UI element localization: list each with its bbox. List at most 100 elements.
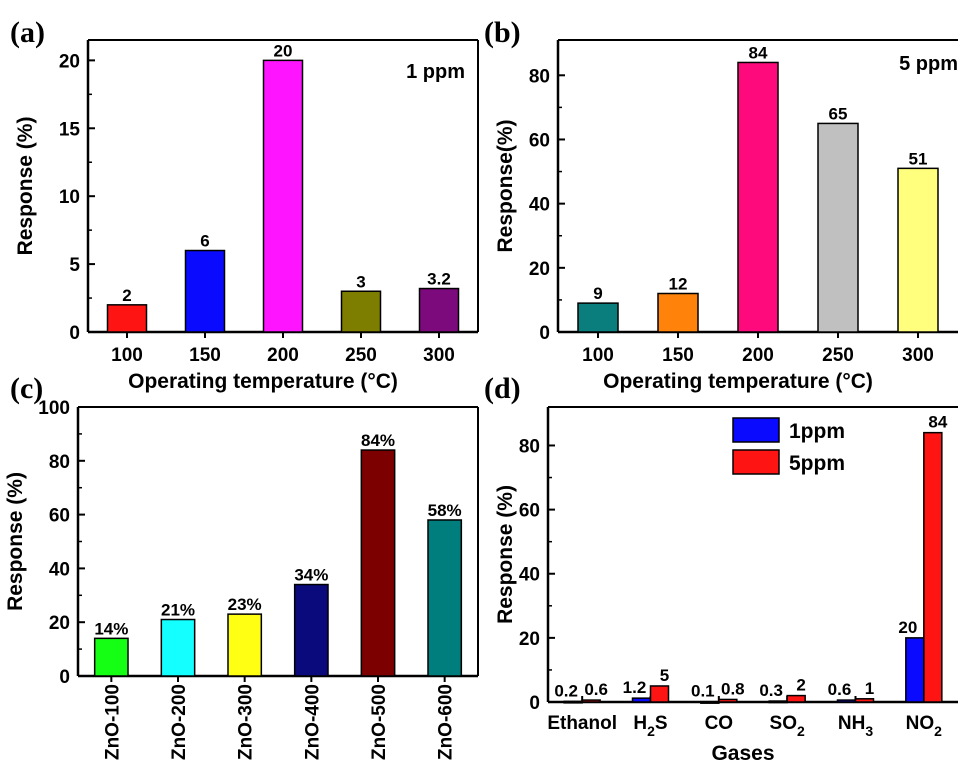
y-axis-label: Response(%) — [494, 119, 517, 252]
bar-1 — [657, 292, 699, 333]
bar-4 — [897, 167, 939, 333]
data-label: 23% — [228, 595, 262, 614]
data-label: 84 — [749, 43, 768, 62]
data-label: 14% — [94, 619, 128, 638]
legend-label: 1ppm — [789, 420, 845, 443]
data-label: 51 — [909, 149, 928, 168]
bar-1 — [184, 249, 226, 333]
y-tick-label: 20 — [59, 51, 80, 72]
x-tick-label: 100 — [582, 345, 614, 366]
concentration-annotation: 5 ppm — [899, 53, 958, 75]
bar-1ppm-1 — [631, 697, 652, 703]
data-label: 65 — [829, 104, 848, 123]
data-label: 0.6 — [828, 680, 852, 699]
y-tick-label: 60 — [529, 130, 550, 151]
bar-4 — [418, 287, 460, 333]
bar-2 — [262, 59, 304, 333]
bar-5ppm-4 — [854, 698, 875, 703]
data-label: 0.1 — [691, 682, 715, 701]
panel-d: (d) 0 20 40 60 80 Response (%) 0.2 0.6 Ethanol 1.2… — [484, 372, 958, 765]
concentration-annotation: 1 ppm — [406, 61, 465, 83]
y-tick-label: 40 — [519, 565, 540, 586]
data-label: 0.8 — [721, 679, 745, 698]
x-tick-label: 150 — [662, 345, 694, 366]
y-tick-label: 0 — [529, 693, 540, 714]
y-tick-label: 100 — [38, 398, 70, 419]
y-tick-label: 20 — [519, 629, 540, 650]
y-axis-label: Response (%) — [494, 485, 517, 624]
bar-1ppm-2 — [700, 700, 720, 704]
data-label: 9 — [593, 284, 602, 303]
x-axis-label: Operating temperature (°C) — [603, 370, 873, 393]
bar-3 — [293, 583, 329, 677]
y-tick-label: 80 — [49, 452, 70, 473]
panel-letter: (c) — [10, 372, 43, 405]
data-label: 5 — [660, 666, 669, 685]
y-tick-label: 20 — [49, 613, 70, 634]
data-label: 21% — [161, 601, 195, 620]
panel-letter: (a) — [10, 16, 45, 49]
x-tick-label: 250 — [345, 345, 377, 366]
x-tick-label: NH3 — [838, 713, 873, 739]
bar-4 — [360, 449, 396, 677]
y-axis-label: Response (%) — [14, 117, 37, 256]
bar-2 — [227, 613, 263, 677]
x-tick-label: 250 — [822, 345, 854, 366]
bar-5ppm-5 — [923, 431, 943, 703]
y-tick-label: 80 — [529, 66, 550, 87]
data-label: 0.6 — [584, 680, 608, 699]
bar-1ppm-3 — [768, 700, 788, 704]
x-tick-label: ZnO-100 — [102, 684, 123, 760]
x-tick-label: 300 — [902, 345, 934, 366]
y-tick-label: 40 — [49, 559, 70, 580]
data-label: 34% — [294, 566, 328, 585]
data-label: 84% — [361, 431, 395, 450]
data-label: 3 — [356, 272, 365, 291]
bar-5ppm-1 — [649, 685, 670, 703]
bar-1 — [160, 618, 196, 677]
x-tick-label: CO — [705, 713, 734, 734]
data-label: 0.2 — [554, 681, 578, 700]
data-label: 12 — [669, 274, 688, 293]
x-tick-label: 150 — [189, 345, 221, 366]
x-tick-label: ZnO-200 — [169, 684, 190, 760]
bar-0 — [577, 302, 619, 333]
y-tick-label: 20 — [529, 259, 550, 280]
bar-2 — [737, 61, 779, 333]
panel-letter: (b) — [484, 16, 521, 49]
bar-1ppm-0 — [563, 700, 583, 704]
y-tick-label: 60 — [519, 501, 540, 522]
data-label: 58% — [428, 501, 462, 520]
bar-0 — [93, 637, 129, 677]
panel-letter: (d) — [484, 372, 521, 405]
x-tick-label: 200 — [267, 345, 299, 366]
x-tick-label: NO2 — [906, 713, 943, 739]
x-axis-label: Operating temperature (°C) — [128, 370, 398, 393]
y-tick-label: 0 — [69, 323, 80, 344]
y-tick-label: 5 — [69, 255, 80, 276]
x-tick-label: ZnO-600 — [436, 684, 457, 760]
legend-swatch-1ppm — [732, 417, 780, 443]
bar-5ppm-3 — [786, 694, 806, 703]
data-label: 20 — [274, 41, 293, 60]
y-tick-label: 0 — [59, 667, 70, 688]
data-label: 2 — [122, 286, 131, 305]
x-tick-label: 200 — [742, 345, 774, 366]
data-label: 6 — [200, 232, 209, 251]
data-label: 3.2 — [427, 270, 451, 289]
y-tick-label: 0 — [539, 323, 550, 344]
legend-swatch-5ppm — [732, 449, 780, 475]
x-tick-label: ZnO-400 — [302, 684, 323, 760]
y-tick-label: 40 — [529, 195, 550, 216]
x-tick-label: 300 — [423, 345, 455, 366]
bar-1ppm-4 — [836, 699, 857, 703]
data-label: 1.2 — [623, 678, 647, 697]
data-label: 84 — [928, 413, 947, 432]
bar-3 — [817, 122, 859, 333]
x-tick-label: ZnO-300 — [236, 684, 257, 760]
data-label: 0.3 — [759, 681, 783, 700]
data-label: 2 — [796, 676, 805, 695]
x-tick-label: H2S — [633, 713, 667, 739]
bar-5ppm-2 — [718, 698, 738, 703]
